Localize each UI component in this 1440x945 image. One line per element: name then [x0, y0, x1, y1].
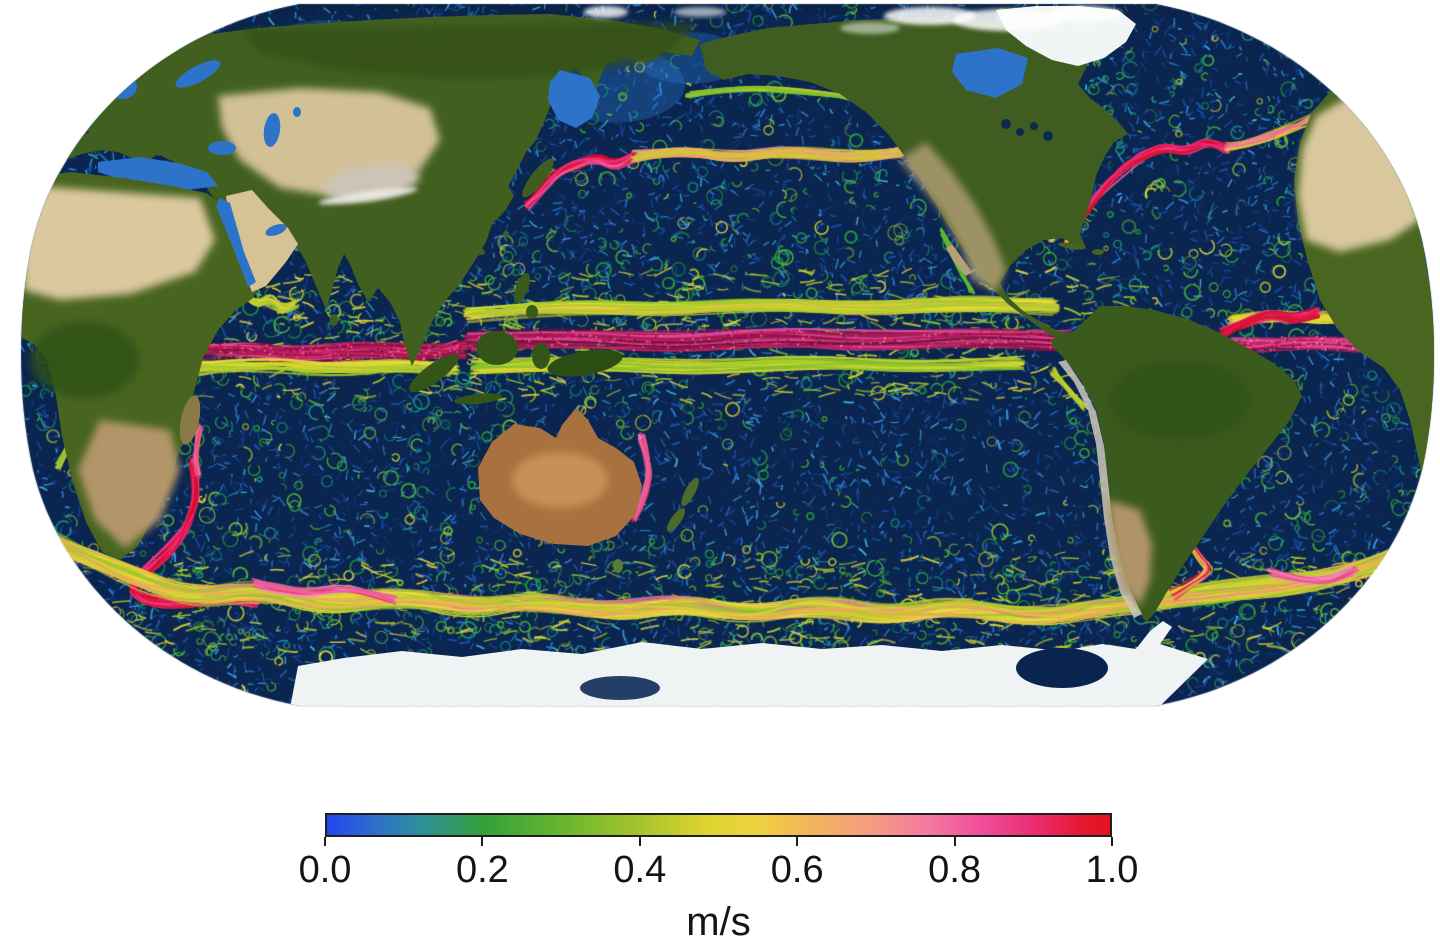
island-new-guinea [547, 349, 623, 377]
region-amazon [1110, 360, 1250, 440]
colorbar-tick [481, 837, 484, 846]
continent-antarctica [290, 621, 1208, 706]
sea-red-sea [216, 198, 256, 287]
great-lakes [1030, 122, 1038, 130]
region-sahara [21, 185, 215, 300]
colorbar-tick [1111, 837, 1113, 846]
land-layer [21, 6, 1434, 706]
region-australia-outback [512, 452, 608, 508]
arctic-ice [884, 7, 976, 25]
island-new-zealand-north [681, 477, 699, 507]
continent-north-america [700, 18, 1128, 341]
island-tasmania [613, 559, 623, 573]
colorbar-tick [953, 837, 956, 846]
island-borneo [476, 331, 518, 365]
arctic-ice [584, 6, 628, 18]
island-madagascar [179, 395, 201, 445]
island-taiwan [503, 231, 509, 237]
sea-north-sea [107, 73, 137, 99]
great-lakes [1001, 119, 1011, 129]
sea-persian-gulf [265, 223, 287, 237]
region-southern-africa-desert [78, 420, 180, 548]
colorbar-tick [638, 837, 641, 846]
island-java [454, 393, 502, 405]
sea-black-sea [208, 141, 236, 155]
colorbar-tick-label: 0.8 [928, 849, 982, 891]
arctic-ice [840, 22, 900, 34]
colorbar: 0.0 0.2 0.4 0.6 0.8 1.0 m/s [299, 813, 1138, 944]
himalaya-snow [318, 187, 418, 205]
sea-baltic [175, 60, 221, 88]
sea-hudson-bay [952, 48, 1028, 98]
sea-ross [580, 676, 660, 700]
island-japan [522, 158, 554, 198]
sea-mediterranean [98, 157, 218, 190]
island-hainan [479, 249, 485, 255]
colorbar-tick-label: 0.4 [613, 849, 667, 891]
great-lakes [1043, 131, 1053, 141]
great-lakes [1016, 128, 1024, 136]
island-cuba [1058, 242, 1086, 250]
island-britain [84, 77, 100, 103]
colorbar-tick [796, 837, 799, 846]
arctic-ice [1050, 6, 1122, 22]
peninsula-baja [946, 244, 972, 276]
colorbar-tick-label: 0.0 [298, 849, 352, 891]
region-siberia [240, 22, 700, 80]
colorbar-tick-label: 1.0 [1085, 849, 1139, 891]
colorbar-tick [324, 837, 326, 846]
sea-weddell [1016, 648, 1108, 688]
region-north-america-cordillera [900, 142, 1006, 292]
arctic-ice [953, 9, 1063, 31]
arctic-ice [674, 7, 726, 17]
continent-south-america [1050, 306, 1302, 622]
colorbar-gradient-bar [325, 813, 1112, 837]
island-sulawesi [532, 343, 550, 369]
world-ocean-current-map [0, 0, 1440, 710]
island-ireland [74, 90, 82, 102]
sea-okhotsk [548, 70, 600, 128]
island-mindanao [526, 305, 538, 319]
region-congo-forest [30, 322, 140, 398]
island-hispaniola [1092, 249, 1104, 255]
island-new-zealand-south [666, 508, 686, 532]
island-sumatra [409, 353, 459, 393]
colorbar-tick-label: 0.2 [455, 849, 509, 891]
region-patagonia [1108, 500, 1152, 606]
lake-aral [293, 107, 301, 117]
colorbar-tick-label: 0.6 [770, 849, 824, 891]
island-sri-lanka [330, 314, 338, 326]
colorbar-unit-label: m/s [686, 900, 751, 944]
sea-caspian [263, 113, 281, 147]
region-sahara-east-edge [1298, 96, 1420, 252]
island-philippines [514, 272, 530, 304]
